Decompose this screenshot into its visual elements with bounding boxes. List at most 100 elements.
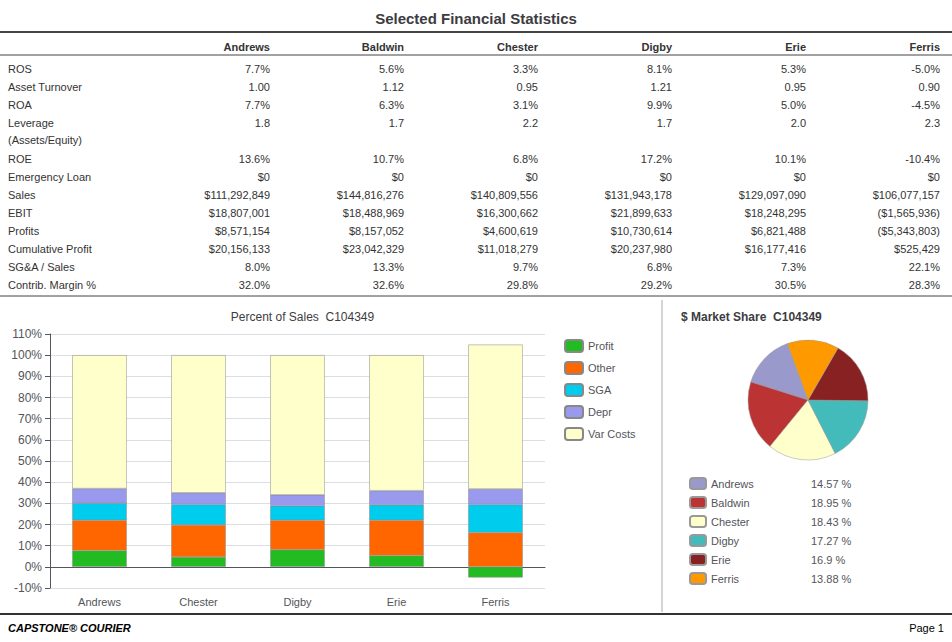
svg-text:80%: 80% [18,391,42,405]
svg-text:0.95: 0.95 [517,81,538,93]
svg-text:7.3%: 7.3% [781,261,806,273]
svg-text:3.3%: 3.3% [513,63,538,75]
svg-text:5.0%: 5.0% [781,99,806,111]
svg-text:20%: 20% [18,518,42,532]
svg-text:$11,018,279: $11,018,279 [478,243,538,255]
svg-text:29.8%: 29.8% [507,279,538,291]
svg-text:16.9 %: 16.9 % [811,554,845,566]
svg-text:29.2%: 29.2% [641,279,672,291]
svg-text:9.9%: 9.9% [647,99,672,111]
svg-text:1.21: 1.21 [651,81,672,93]
svg-text:6.3%: 6.3% [379,99,404,111]
svg-text:18.43 %: 18.43 % [811,516,852,528]
svg-text:17.2%: 17.2% [641,153,672,165]
svg-text:ROA: ROA [8,99,33,111]
svg-text:18.95 %: 18.95 % [811,497,852,509]
svg-text:Profits: Profits [8,225,40,237]
svg-text:60%: 60% [18,433,42,447]
svg-text:Digby: Digby [711,535,740,547]
svg-text:32.0%: 32.0% [239,279,270,291]
svg-text:0.90: 0.90 [919,81,940,93]
svg-text:Baldwin: Baldwin [362,41,404,53]
svg-text:10.1%: 10.1% [775,153,806,165]
svg-text:Baldwin: Baldwin [711,497,750,509]
svg-text:1.7: 1.7 [389,117,404,129]
svg-text:1.7: 1.7 [657,117,672,129]
svg-text:Sales: Sales [8,189,36,201]
svg-text:-10.4%: -10.4% [905,153,940,165]
svg-text:Selected Financial Statistics: Selected Financial Statistics [375,10,577,27]
svg-text:$131,943,178: $131,943,178 [605,189,672,201]
svg-text:Cumulative Profit: Cumulative Profit [8,243,92,255]
svg-text:$525,429: $525,429 [894,243,940,255]
svg-text:$20,237,980: $20,237,980 [611,243,672,255]
svg-text:70%: 70% [18,412,42,426]
svg-text:$0: $0 [258,171,270,183]
svg-text:SG&A / Sales: SG&A / Sales [8,261,75,273]
svg-text:13.88 %: 13.88 % [811,573,852,585]
svg-text:$18,248,295: $18,248,295 [745,207,806,219]
svg-text:40%: 40% [18,475,42,489]
svg-text:Other: Other [588,362,616,374]
svg-text:Chester: Chester [711,516,750,528]
svg-text:$140,809,556: $140,809,556 [471,189,538,201]
svg-text:ROE: ROE [8,153,32,165]
svg-text:Chester: Chester [497,41,539,53]
svg-text:Ferris: Ferris [909,41,940,53]
svg-text:Ferris: Ferris [481,596,510,608]
svg-text:$144,816,276: $144,816,276 [337,189,404,201]
svg-text:10%: 10% [18,539,42,553]
svg-text:$10,730,614: $10,730,614 [611,225,672,237]
svg-text:Andrews: Andrews [224,41,270,53]
svg-text:6.8%: 6.8% [513,153,538,165]
svg-text:($1,565,936): ($1,565,936) [878,207,940,219]
svg-text:$23,042,329: $23,042,329 [343,243,404,255]
svg-text:-10%: -10% [14,581,42,595]
svg-text:Andrews: Andrews [78,596,121,608]
svg-text:Profit: Profit [588,340,614,352]
svg-text:13.6%: 13.6% [239,153,270,165]
svg-text:7.7%: 7.7% [245,63,270,75]
svg-text:$20,156,133: $20,156,133 [209,243,270,255]
svg-text:7.7%: 7.7% [245,99,270,111]
svg-text:2.0: 2.0 [791,117,806,129]
svg-text:9.7%: 9.7% [513,261,538,273]
svg-text:$0: $0 [660,171,672,183]
svg-text:17.27 %: 17.27 % [811,535,852,547]
svg-text:$16,177,416: $16,177,416 [745,243,806,255]
svg-text:EBIT: EBIT [8,207,33,219]
svg-text:$ Market Share C104349: $ Market Share C104349 [681,310,822,324]
svg-text:$18,807,001: $18,807,001 [209,207,270,219]
svg-text:$8,571,154: $8,571,154 [215,225,270,237]
svg-text:Digby: Digby [641,41,672,53]
svg-text:8.0%: 8.0% [245,261,270,273]
svg-text:$0: $0 [526,171,538,183]
svg-text:Chester: Chester [179,596,218,608]
svg-text:CAPSTONE® COURIER: CAPSTONE® COURIER [8,622,131,634]
svg-text:10.7%: 10.7% [373,153,404,165]
svg-text:Erie: Erie [785,41,806,53]
svg-text:$0: $0 [794,171,806,183]
svg-text:$18,488,969: $18,488,969 [343,207,404,219]
svg-text:Ferris: Ferris [711,573,740,585]
svg-text:Erie: Erie [711,554,731,566]
svg-text:SGA: SGA [588,384,612,396]
svg-text:1.00: 1.00 [249,81,270,93]
svg-text:8.1%: 8.1% [647,63,672,75]
svg-text:$106,077,157: $106,077,157 [873,189,940,201]
svg-text:110%: 110% [12,327,42,341]
svg-text:100%: 100% [11,348,42,362]
svg-text:22.1%: 22.1% [909,261,940,273]
svg-text:$16,300,662: $16,300,662 [477,207,538,219]
svg-text:$21,899,633: $21,899,633 [611,207,672,219]
svg-text:14.57 %: 14.57 % [811,478,852,490]
svg-text:50%: 50% [18,454,42,468]
svg-text:32.6%: 32.6% [373,279,404,291]
svg-text:Asset Turnover: Asset Turnover [8,81,82,93]
svg-text:$6,821,488: $6,821,488 [751,225,806,237]
svg-text:Var Costs: Var Costs [588,428,636,440]
svg-text:0%: 0% [25,560,43,574]
svg-text:Digby: Digby [283,596,312,608]
svg-text:$0: $0 [928,171,940,183]
svg-text:2.3: 2.3 [925,117,940,129]
